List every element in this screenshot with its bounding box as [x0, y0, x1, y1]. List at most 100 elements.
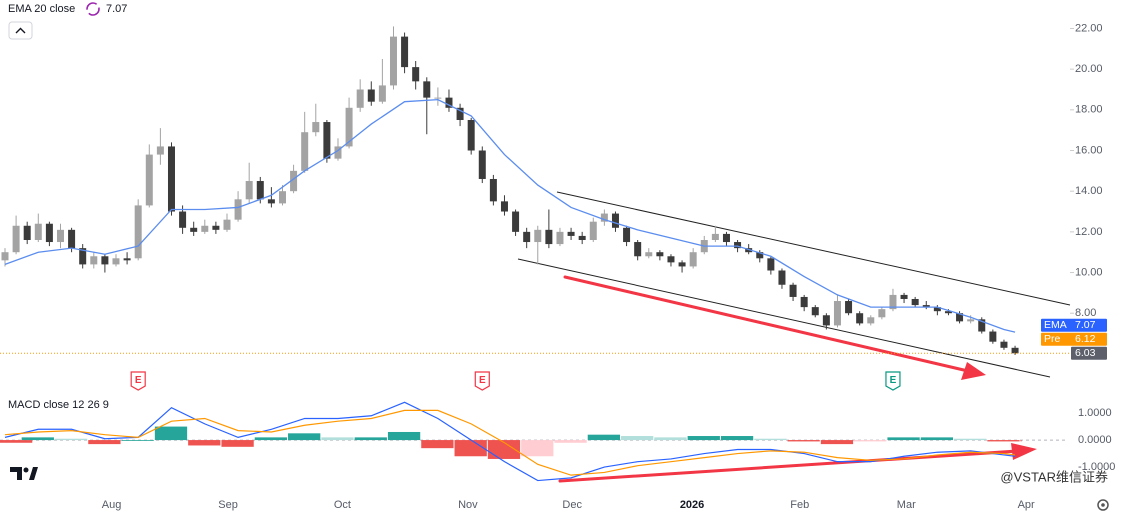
candle-body: [201, 225, 209, 232]
y-tick-label: 10.00: [1075, 266, 1103, 278]
candle-body: [401, 36, 409, 68]
macd-line: [4, 409, 1016, 476]
candle-body: [112, 258, 120, 265]
histogram-bar: [487, 440, 521, 459]
histogram-bar: [654, 437, 687, 441]
candle-body: [212, 225, 220, 230]
candle-body: [956, 313, 964, 322]
histogram-bar: [188, 440, 221, 446]
candle-body: [334, 146, 342, 159]
candle-body: [911, 298, 919, 306]
y-tick-label: 0.0000: [1078, 434, 1112, 446]
event-marker: [474, 371, 490, 391]
collapse-button[interactable]: [8, 21, 33, 40]
histogram-bar: [587, 434, 621, 441]
histogram-bar: [920, 437, 954, 441]
ema-line: [4, 99, 1016, 333]
indicator-icon[interactable]: [86, 2, 100, 16]
candle-body: [101, 256, 109, 265]
candle-body: [589, 221, 597, 240]
candle-body: [367, 89, 375, 102]
histogram-bar: [254, 437, 288, 441]
candle-body: [889, 294, 897, 310]
candle-body: [478, 150, 486, 179]
candle-body: [867, 317, 875, 324]
y-tick-label: 8.00: [1075, 307, 1096, 319]
candle-body: [634, 242, 642, 257]
candle-body: [167, 146, 175, 212]
candle-body: [722, 233, 730, 243]
histogram-bar: [887, 437, 920, 441]
histogram-bar: [720, 436, 754, 441]
histogram-bar: [221, 440, 254, 447]
candle-body: [678, 262, 686, 267]
logo: [10, 467, 38, 480]
histogram-bar: [820, 440, 854, 445]
watermark: @VSTAR维信证券: [1000, 469, 1108, 484]
histogram-bar: [154, 426, 188, 441]
candle-body: [378, 85, 386, 102]
price-label: Pre 6.12: [1041, 332, 1107, 346]
price-label-value: 6.03: [1075, 347, 1096, 359]
histogram-bar: [321, 437, 354, 441]
candle-body: [856, 313, 864, 324]
candle-body: [12, 225, 20, 253]
candle-body: [711, 233, 719, 240]
candle-body: [833, 301, 841, 326]
candle-body: [389, 36, 397, 86]
price-label-name: EMA: [1044, 319, 1067, 331]
candle-body: [667, 256, 675, 263]
price-label-value: 7.07: [1075, 319, 1096, 331]
candle-body: [456, 107, 464, 120]
candle-body: [623, 227, 631, 243]
candle-body: [234, 199, 242, 220]
histogram-bar: [687, 436, 720, 441]
macd-title: MACD close 12 26 9: [8, 399, 109, 411]
candle-body: [778, 270, 786, 285]
candle-body: [578, 235, 586, 240]
candle-body: [134, 205, 142, 259]
y-tick-label: 14.00: [1075, 185, 1103, 197]
collapse-icon: [15, 27, 26, 34]
candle-body: [545, 229, 553, 245]
candle-body: [179, 211, 187, 228]
candle-body: [256, 181, 264, 200]
macd-line: [4, 401, 1016, 482]
candle-body: [534, 229, 542, 243]
price-label-name: Pre: [1044, 333, 1061, 345]
candle-body: [34, 223, 42, 240]
candle-body: [845, 301, 853, 314]
histogram-bar: [21, 437, 54, 441]
candle-body: [1, 252, 9, 261]
candle-body: [600, 213, 608, 222]
candle-body: [323, 122, 331, 159]
x-tick-label: Apr: [1018, 499, 1035, 511]
event-label: E: [890, 375, 897, 386]
candle-body: [800, 296, 808, 308]
x-tick-label: 2026: [680, 499, 704, 511]
candle-body: [689, 252, 697, 267]
candle-body: [922, 305, 930, 308]
candle-body: [56, 229, 64, 243]
settings-icon[interactable]: [1097, 499, 1109, 511]
y-tick-label: 22.00: [1075, 22, 1103, 34]
price-label: EMA 7.07: [1041, 318, 1107, 332]
candle-body: [467, 120, 475, 151]
histogram-bar: [354, 437, 387, 441]
candle-body: [423, 81, 431, 98]
candle-body: [523, 231, 531, 243]
candle-body: [90, 256, 98, 265]
candle-body: [789, 284, 797, 297]
x-tick-label: Sep: [218, 499, 238, 511]
candle-body: [223, 219, 231, 230]
candle-body: [345, 107, 353, 147]
candle-body: [145, 154, 153, 206]
histogram-bar: [454, 440, 487, 457]
histogram-bar: [854, 440, 887, 442]
candle-body: [611, 213, 619, 228]
candle-body: [290, 170, 298, 192]
candle-body: [156, 146, 164, 155]
candle-body: [967, 319, 975, 322]
